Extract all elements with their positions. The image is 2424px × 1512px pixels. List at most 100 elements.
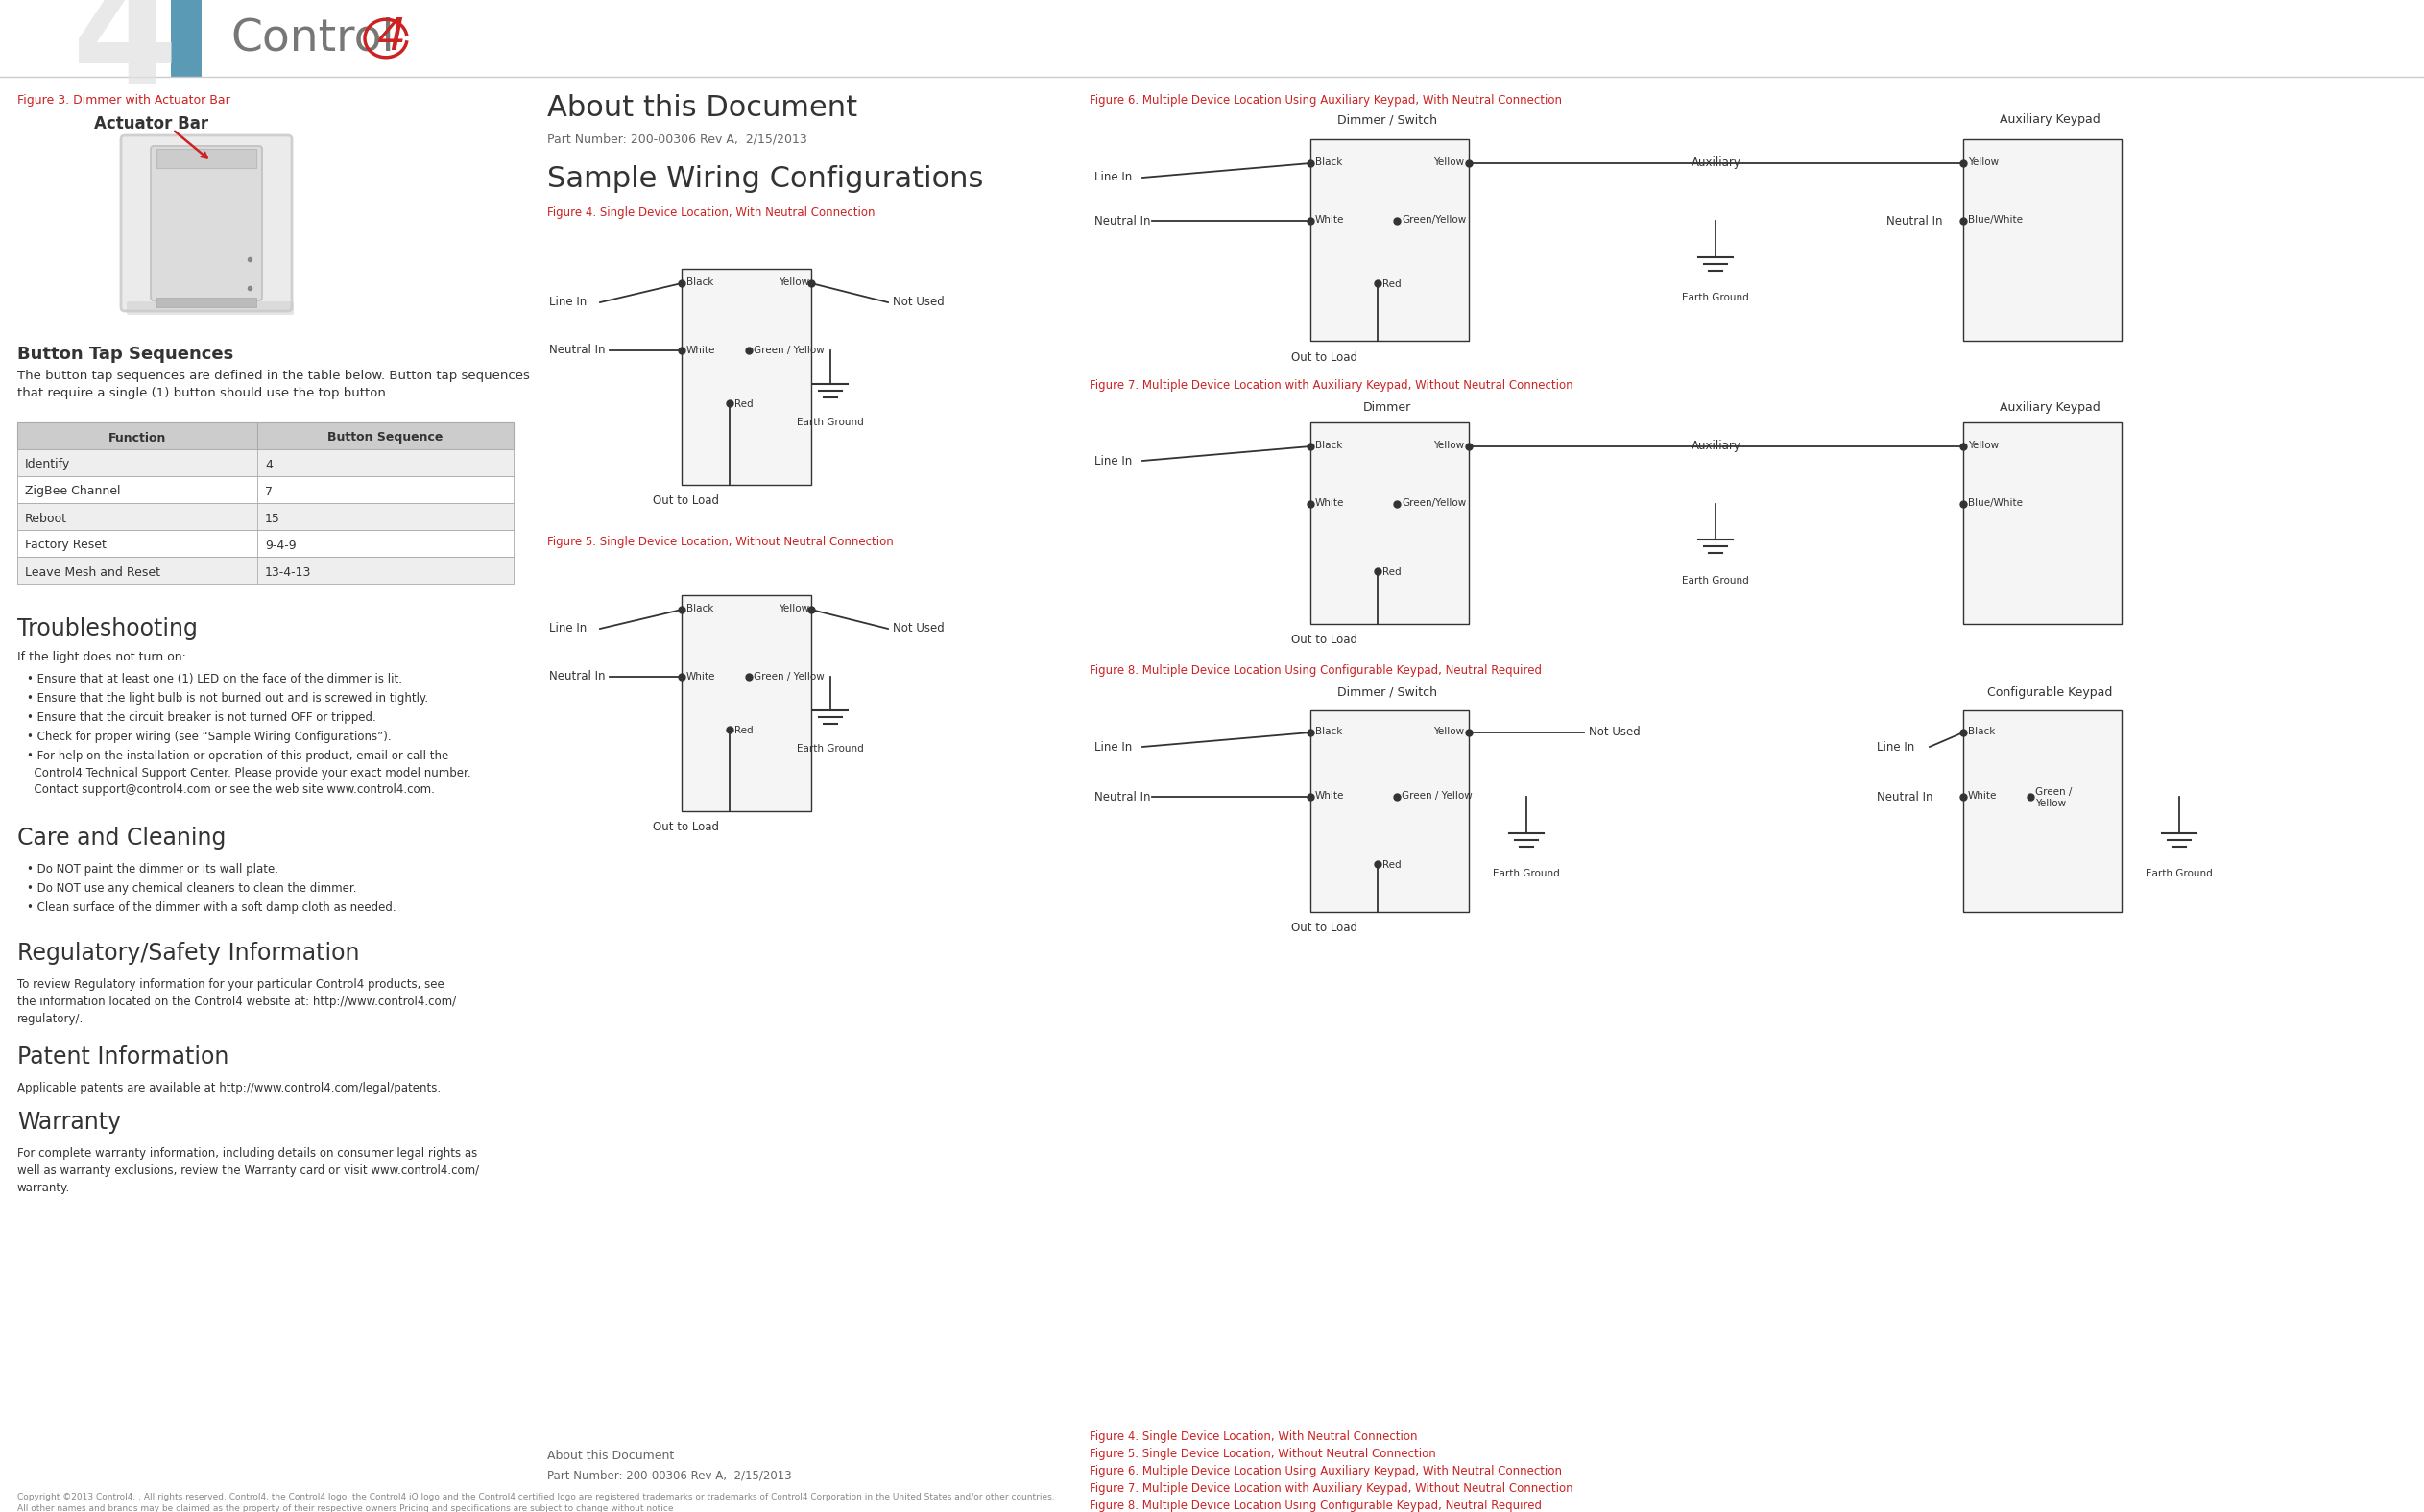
- Text: Blue/White: Blue/White: [1968, 499, 2022, 508]
- Text: 4: 4: [70, 0, 177, 115]
- Text: Earth Ground: Earth Ground: [2145, 869, 2213, 878]
- Text: Black: Black: [1316, 440, 1343, 451]
- Text: Yellow: Yellow: [1433, 440, 1464, 451]
- Text: Not Used: Not Used: [1588, 726, 1641, 739]
- Text: Neutral In: Neutral In: [1093, 791, 1151, 803]
- Text: Copyright ©2013 Control4. . All rights reserved. Control4, the Control4 logo, th: Copyright ©2013 Control4. . All rights r…: [17, 1492, 1054, 1512]
- Text: Applicable patents are available at http://www.control4.com/legal/patents.: Applicable patents are available at http…: [17, 1083, 441, 1095]
- Text: Out to Load: Out to Load: [1292, 351, 1357, 364]
- Text: Dimmer / Switch: Dimmer / Switch: [1338, 113, 1437, 125]
- Text: Yellow: Yellow: [778, 603, 810, 614]
- Text: Out to Load: Out to Load: [1292, 634, 1357, 646]
- Text: Auxiliary Keypad: Auxiliary Keypad: [2000, 113, 2099, 125]
- Text: White: White: [1968, 791, 1997, 801]
- Text: Line In: Line In: [1093, 171, 1132, 184]
- Text: Figure 8. Multiple Device Location Using Configurable Keypad, Neutral Required: Figure 8. Multiple Device Location Using…: [1091, 664, 1542, 677]
- Text: Earth Ground: Earth Ground: [797, 417, 863, 428]
- Text: 4: 4: [264, 458, 271, 470]
- Text: About this Document: About this Document: [548, 94, 858, 122]
- Text: Red: Red: [1382, 567, 1401, 578]
- Bar: [17, 503, 514, 529]
- Text: Red: Red: [734, 399, 754, 408]
- Text: Not Used: Not Used: [892, 296, 945, 308]
- Text: Button Sequence: Button Sequence: [327, 431, 444, 445]
- Bar: [1963, 711, 2121, 912]
- Bar: [170, 0, 201, 77]
- Text: Regulatory/Safety Information: Regulatory/Safety Information: [17, 942, 359, 965]
- Bar: [17, 449, 514, 476]
- Text: Configurable Keypad: Configurable Keypad: [1988, 686, 2111, 699]
- Text: Out to Load: Out to Load: [1292, 922, 1357, 934]
- Text: Figure 4. Single Device Location, With Neutral Connection: Figure 4. Single Device Location, With N…: [548, 207, 875, 219]
- Text: Black: Black: [686, 277, 713, 287]
- FancyBboxPatch shape: [126, 301, 293, 314]
- Text: Troubleshooting: Troubleshooting: [17, 617, 199, 640]
- Text: Part Number: 200-00306 Rev A,  2/15/2013: Part Number: 200-00306 Rev A, 2/15/2013: [548, 1468, 793, 1482]
- Text: Part Number: 200-00306 Rev A,  2/15/2013: Part Number: 200-00306 Rev A, 2/15/2013: [548, 133, 807, 145]
- Text: Yellow: Yellow: [1968, 157, 2000, 166]
- Text: About this Document: About this Document: [548, 1450, 674, 1462]
- Text: Red: Red: [734, 726, 754, 735]
- Text: • For help on the installation or operation of this product, email or call the
 : • For help on the installation or operat…: [27, 750, 470, 795]
- Text: Black: Black: [1316, 727, 1343, 736]
- Text: Yellow: Yellow: [778, 277, 810, 287]
- Text: Earth Ground: Earth Ground: [797, 744, 863, 753]
- Text: Green/Yellow: Green/Yellow: [1401, 499, 1467, 508]
- Bar: [17, 422, 514, 449]
- Text: Dimmer: Dimmer: [1362, 401, 1411, 414]
- Text: Actuator Bar: Actuator Bar: [95, 115, 208, 133]
- Text: Earth Ground: Earth Ground: [1493, 869, 1561, 878]
- Text: Figure 5. Single Device Location, Without Neutral Connection: Figure 5. Single Device Location, Withou…: [1091, 1447, 1435, 1461]
- FancyBboxPatch shape: [121, 136, 291, 311]
- Text: Blue/White: Blue/White: [1968, 215, 2022, 225]
- Text: Earth Ground: Earth Ground: [1682, 293, 1750, 302]
- Text: Control: Control: [230, 17, 395, 60]
- Text: Auxiliary Keypad: Auxiliary Keypad: [2000, 401, 2099, 414]
- Bar: [158, 148, 257, 168]
- Text: Out to Load: Out to Load: [652, 821, 720, 833]
- Text: Care and Cleaning: Care and Cleaning: [17, 827, 225, 850]
- Text: Figure 6. Multiple Device Location Using Auxiliary Keypad, With Neutral Connecti: Figure 6. Multiple Device Location Using…: [1091, 94, 1561, 106]
- Text: Identify: Identify: [24, 458, 70, 470]
- Text: White: White: [686, 346, 715, 355]
- Text: Function: Function: [109, 431, 167, 445]
- Bar: [17, 556, 514, 584]
- Text: Auxiliary: Auxiliary: [1692, 156, 1740, 169]
- Text: • Do NOT use any chemical cleaners to clean the dimmer.: • Do NOT use any chemical cleaners to cl…: [27, 881, 356, 895]
- Text: White: White: [1316, 215, 1345, 225]
- Text: 9-4-9: 9-4-9: [264, 540, 296, 552]
- Bar: [1311, 711, 1469, 912]
- Text: Line In: Line In: [1093, 455, 1132, 467]
- Text: Dimmer / Switch: Dimmer / Switch: [1338, 686, 1437, 699]
- Bar: [17, 529, 514, 556]
- Text: 7: 7: [264, 485, 271, 497]
- Text: • Clean surface of the dimmer with a soft damp cloth as needed.: • Clean surface of the dimmer with a sof…: [27, 901, 395, 913]
- Text: Line In: Line In: [550, 296, 587, 308]
- Text: Figure 5. Single Device Location, Without Neutral Connection: Figure 5. Single Device Location, Withou…: [548, 535, 894, 549]
- Text: ZigBee Channel: ZigBee Channel: [24, 485, 121, 497]
- Text: Green/Yellow: Green/Yellow: [1401, 215, 1467, 225]
- Text: • Ensure that the circuit breaker is not turned OFF or tripped.: • Ensure that the circuit breaker is not…: [27, 711, 376, 724]
- Text: Figure 4. Single Device Location, With Neutral Connection: Figure 4. Single Device Location, With N…: [1091, 1430, 1418, 1442]
- Text: White: White: [1316, 791, 1345, 801]
- Text: Neutral In: Neutral In: [550, 345, 606, 357]
- Bar: [681, 269, 812, 485]
- Text: Out to Load: Out to Load: [652, 494, 720, 507]
- Text: To review Regulatory information for your particular Control4 products, see
the : To review Regulatory information for you…: [17, 978, 456, 1025]
- Text: Line In: Line In: [1876, 741, 1915, 753]
- Text: Neutral In: Neutral In: [1093, 215, 1151, 227]
- Text: • Do NOT paint the dimmer or its wall plate.: • Do NOT paint the dimmer or its wall pl…: [27, 863, 279, 875]
- Text: Figure 7. Multiple Device Location with Auxiliary Keypad, Without Neutral Connec: Figure 7. Multiple Device Location with …: [1091, 380, 1573, 392]
- Text: Figure 3. Dimmer with Actuator Bar: Figure 3. Dimmer with Actuator Bar: [17, 94, 230, 106]
- Text: Green / Yellow: Green / Yellow: [1401, 791, 1471, 801]
- FancyBboxPatch shape: [150, 147, 262, 301]
- Text: Button Tap Sequences: Button Tap Sequences: [17, 346, 233, 363]
- Text: Neutral In: Neutral In: [1876, 791, 1932, 803]
- Text: • Ensure that at least one (1) LED on the face of the dimmer is lit.: • Ensure that at least one (1) LED on th…: [27, 673, 402, 685]
- Text: Reboot: Reboot: [24, 513, 68, 525]
- Text: White: White: [686, 671, 715, 682]
- Text: Sample Wiring Configurations: Sample Wiring Configurations: [548, 165, 984, 194]
- Bar: [1963, 422, 2121, 624]
- Text: Line In: Line In: [550, 623, 587, 635]
- Bar: [1311, 422, 1469, 624]
